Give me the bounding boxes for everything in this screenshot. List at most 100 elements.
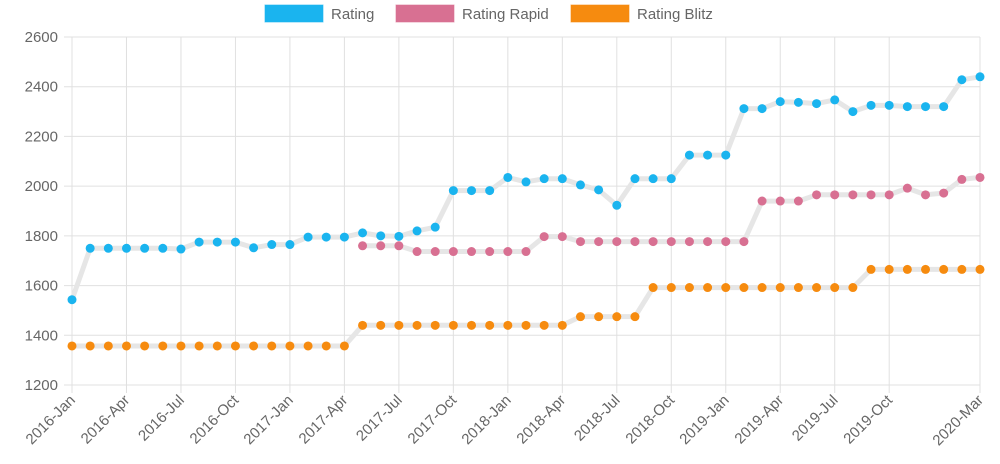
data-point[interactable] [467, 320, 477, 330]
data-point[interactable] [793, 196, 803, 206]
data-point[interactable] [448, 247, 458, 257]
data-point[interactable] [557, 232, 567, 242]
data-point[interactable] [866, 100, 876, 110]
data-point[interactable] [757, 283, 767, 293]
data-point[interactable] [485, 247, 495, 257]
data-point[interactable] [721, 237, 731, 247]
data-point[interactable] [975, 172, 985, 182]
data-point[interactable] [812, 99, 822, 109]
data-point[interactable] [957, 174, 967, 184]
data-point[interactable] [430, 222, 440, 232]
data-point[interactable] [884, 100, 894, 110]
data-point[interactable] [158, 341, 168, 351]
data-point[interactable] [539, 174, 549, 184]
data-point[interactable] [921, 102, 931, 112]
data-point[interactable] [230, 237, 240, 247]
data-point[interactable] [684, 237, 694, 247]
data-point[interactable] [630, 174, 640, 184]
data-point[interactable] [939, 102, 949, 112]
data-point[interactable] [812, 190, 822, 200]
data-point[interactable] [557, 174, 567, 184]
data-point[interactable] [321, 341, 331, 351]
data-point[interactable] [775, 283, 785, 293]
data-point[interactable] [594, 237, 604, 247]
data-point[interactable] [884, 264, 894, 274]
data-point[interactable] [739, 104, 749, 114]
data-point[interactable] [339, 341, 349, 351]
data-point[interactable] [194, 341, 204, 351]
data-point[interactable] [158, 243, 168, 253]
data-point[interactable] [467, 186, 477, 196]
data-point[interactable] [376, 231, 386, 241]
data-point[interactable] [812, 283, 822, 293]
data-point[interactable] [121, 341, 131, 351]
data-point[interactable] [376, 320, 386, 330]
data-point[interactable] [575, 237, 585, 247]
legend-item-rating-rapid[interactable]: Rating Rapid [395, 4, 549, 23]
data-point[interactable] [775, 196, 785, 206]
data-point[interactable] [957, 75, 967, 85]
data-point[interactable] [684, 150, 694, 160]
data-point[interactable] [866, 190, 876, 200]
data-point[interactable] [212, 237, 222, 247]
data-point[interactable] [376, 241, 386, 251]
data-point[interactable] [921, 264, 931, 274]
data-point[interactable] [448, 186, 458, 196]
data-point[interactable] [358, 228, 368, 238]
data-point[interactable] [249, 341, 259, 351]
data-point[interactable] [140, 243, 150, 253]
data-point[interactable] [975, 72, 985, 82]
data-point[interactable] [902, 102, 912, 112]
data-point[interactable] [394, 231, 404, 241]
data-point[interactable] [612, 237, 622, 247]
data-point[interactable] [103, 341, 113, 351]
data-point[interactable] [521, 177, 531, 187]
data-point[interactable] [902, 183, 912, 193]
data-point[interactable] [85, 243, 95, 253]
data-point[interactable] [140, 341, 150, 351]
data-point[interactable] [793, 283, 803, 293]
data-point[interactable] [194, 237, 204, 247]
data-point[interactable] [957, 264, 967, 274]
data-point[interactable] [521, 320, 531, 330]
data-point[interactable] [684, 283, 694, 293]
data-point[interactable] [358, 320, 368, 330]
data-point[interactable] [412, 247, 422, 257]
data-point[interactable] [121, 243, 131, 253]
data-point[interactable] [575, 180, 585, 190]
data-point[interactable] [739, 283, 749, 293]
data-point[interactable] [902, 264, 912, 274]
data-point[interactable] [848, 190, 858, 200]
data-point[interactable] [467, 247, 477, 257]
data-point[interactable] [503, 172, 513, 182]
data-point[interactable] [975, 264, 985, 274]
data-point[interactable] [666, 283, 676, 293]
data-point[interactable] [358, 241, 368, 251]
data-point[interactable] [866, 264, 876, 274]
data-point[interactable] [394, 320, 404, 330]
data-point[interactable] [594, 185, 604, 195]
legend-item-rating-blitz[interactable]: Rating Blitz [570, 4, 713, 23]
data-point[interactable] [321, 232, 331, 242]
data-point[interactable] [303, 341, 313, 351]
data-point[interactable] [212, 341, 222, 351]
data-point[interactable] [703, 150, 713, 160]
data-point[interactable] [267, 341, 277, 351]
data-point[interactable] [721, 283, 731, 293]
data-point[interactable] [848, 107, 858, 117]
data-point[interactable] [648, 174, 658, 184]
data-point[interactable] [503, 247, 513, 257]
data-point[interactable] [612, 200, 622, 210]
data-point[interactable] [230, 341, 240, 351]
data-point[interactable] [630, 237, 640, 247]
data-point[interactable] [539, 232, 549, 242]
data-point[interactable] [521, 247, 531, 257]
data-point[interactable] [412, 226, 422, 236]
data-point[interactable] [394, 241, 404, 251]
data-point[interactable] [630, 312, 640, 322]
data-point[interactable] [775, 97, 785, 107]
data-point[interactable] [648, 237, 658, 247]
data-point[interactable] [703, 283, 713, 293]
data-point[interactable] [67, 295, 77, 305]
data-point[interactable] [703, 237, 713, 247]
